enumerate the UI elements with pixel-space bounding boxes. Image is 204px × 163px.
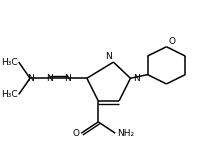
Text: N: N [27, 74, 33, 83]
Text: N: N [133, 74, 139, 83]
Text: N: N [64, 74, 71, 83]
Text: N: N [104, 52, 111, 61]
Text: H₃C: H₃C [1, 90, 18, 99]
Text: NH₂: NH₂ [117, 129, 134, 138]
Text: N: N [45, 74, 52, 83]
Text: O: O [167, 37, 174, 46]
Text: O: O [72, 129, 79, 138]
Text: H₃C: H₃C [1, 58, 18, 67]
